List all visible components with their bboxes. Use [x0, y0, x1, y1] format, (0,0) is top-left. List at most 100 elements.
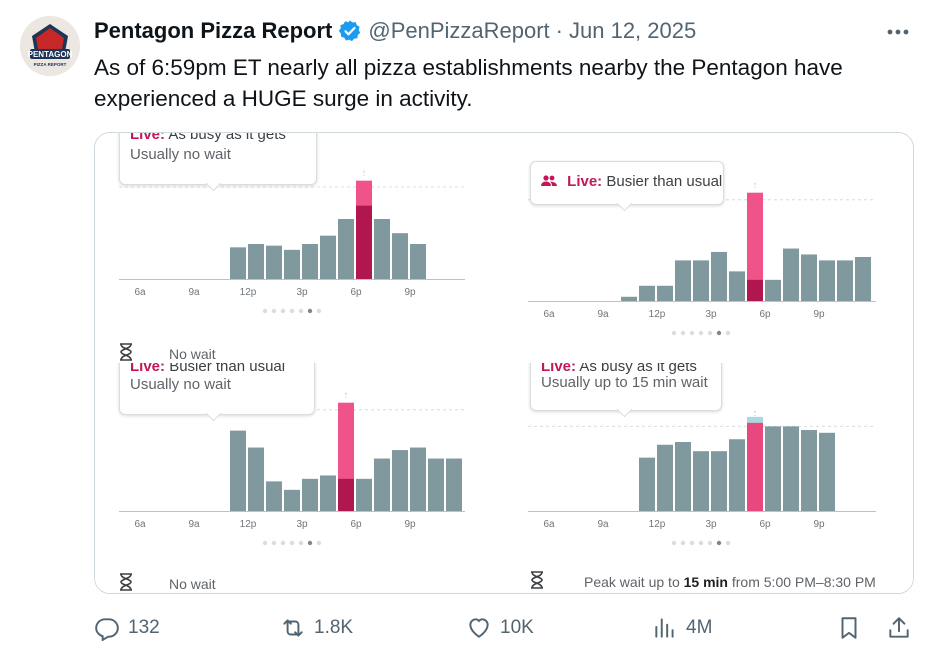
bookmark-icon: [841, 617, 857, 639]
bar: [230, 247, 246, 279]
pagination-dot: [307, 308, 313, 314]
verified-badge-icon[interactable]: [338, 19, 362, 43]
live-status: Busier than usual: [606, 173, 723, 190]
tooltip-subtext: Usually no wait: [130, 376, 231, 393]
bar: [657, 285, 673, 301]
repost-button[interactable]: 1.8K: [280, 610, 353, 646]
tweet-text: As of 6:59pm ET nearly all pizza establi…: [94, 55, 843, 111]
pagination-dot: [680, 540, 686, 546]
bar: [302, 244, 318, 279]
peak-wait-suffix: from 5:00 PM–8:30 PM: [731, 573, 876, 590]
x-tick-label: 12p: [649, 309, 666, 320]
x-tick-label: 12p: [240, 287, 257, 298]
live-tooltip: Live: Busier than usual: [530, 161, 724, 212]
bar: [446, 458, 462, 511]
reply-icon: [95, 618, 119, 641]
like-button[interactable]: 10K: [466, 610, 534, 646]
pagination-dot: [716, 330, 722, 336]
bar: [837, 260, 853, 301]
bar: [693, 260, 709, 301]
bar: [356, 478, 372, 511]
live-label: Live:: [130, 133, 166, 143]
bar: [392, 450, 408, 511]
bar: [374, 219, 390, 279]
bar: [230, 430, 246, 511]
reply-count: 132: [128, 617, 160, 638]
peak-wait-prefix: Peak wait up to: [584, 573, 680, 590]
x-tick-label: 3p: [296, 519, 308, 530]
peak-wait-duration: 15 min: [683, 573, 728, 590]
popular-times-chart: 6a 9a 12p 3p 6p 9p: [528, 410, 876, 546]
x-tick-label: 9a: [597, 309, 609, 320]
wait-text: No wait: [169, 345, 216, 362]
pagination-dot: [316, 308, 322, 314]
pagination-dot: [298, 308, 304, 314]
pagination-dot: [289, 540, 295, 546]
bar: [639, 285, 655, 301]
bar: [765, 279, 781, 301]
hourglass-icon: [530, 571, 544, 592]
pagination-dot: [698, 330, 704, 336]
pentagon-pizza-logo: PENTAGON PIZZA REPORT: [20, 16, 80, 76]
display-name[interactable]: Pentagon Pizza Report: [94, 18, 333, 43]
avatar[interactable]: PENTAGON PIZZA REPORT: [20, 16, 80, 76]
pagination-dot: [671, 330, 677, 336]
tooltip-subtext: Usually up to 15 min wait: [541, 374, 708, 391]
popular-times-panel-4[interactable]: Live: As busy as it gets Usually up to 1…: [504, 363, 913, 593]
bar: [819, 432, 835, 511]
x-tick-label: 9a: [188, 287, 200, 298]
x-tick-label: 6a: [543, 309, 555, 320]
bar: [819, 260, 835, 301]
handle[interactable]: @PenPizzaReport: [368, 18, 550, 43]
pagination-dot: [689, 540, 695, 546]
live-label: Live:: [130, 363, 166, 375]
x-tick-label: 12p: [240, 519, 257, 530]
x-tick-label: 6a: [543, 519, 555, 530]
bar: [729, 271, 745, 301]
bar: [266, 481, 282, 511]
live-label: Live:: [567, 173, 603, 190]
x-tick-label: 6p: [759, 519, 771, 530]
bar: [392, 233, 408, 279]
x-tick-label: 6a: [134, 287, 146, 298]
bar: [266, 245, 282, 279]
bar: [428, 458, 444, 511]
bar: [729, 439, 745, 511]
usual-cap: [747, 416, 763, 423]
separator: ·: [555, 18, 563, 43]
bar: [801, 430, 817, 511]
popular-times-chart: 6a 9a 12p 3p 6p 9p: [119, 392, 465, 546]
bar: [338, 219, 354, 279]
media-grid[interactable]: Live: As busy as it gets Usually no wait…: [94, 132, 914, 594]
bar: [693, 451, 709, 511]
x-tick-label: 9a: [597, 519, 609, 530]
popular-times-panel-1[interactable]: Live: As busy as it gets Usually no wait…: [95, 133, 504, 363]
popular-times-chart: 6a 9a 12p 3p 6p 9p: [528, 182, 876, 336]
reply-button[interactable]: 132: [94, 610, 160, 646]
bar: [621, 296, 637, 301]
bar: [855, 257, 871, 301]
wait-row: Peak wait up to 15 min from 5:00 PM–8:30…: [530, 571, 876, 592]
bar: [711, 251, 727, 301]
repost-count: 1.8K: [314, 617, 354, 638]
popular-times-panel-3[interactable]: Live: Busier than usual Usually no wait …: [95, 363, 504, 593]
pagination-dot: [716, 540, 722, 546]
popular-times-panel-2[interactable]: Live: Busier than usual 6a 9a 12p 3p 6p 9p: [504, 133, 913, 363]
hourglass-icon: [119, 573, 133, 593]
x-tick-label: 6p: [350, 519, 362, 530]
live-bar: [747, 192, 763, 301]
pagination-dot: [280, 540, 286, 546]
pagination-dot: [707, 330, 713, 336]
tweet-header: Pentagon Pizza Report @PenPizzaReport · …: [94, 16, 696, 46]
x-tick-label: 9p: [813, 519, 825, 530]
bookmark-button[interactable]: [836, 610, 870, 646]
post-date[interactable]: Jun 12, 2025: [569, 18, 697, 43]
wait-row: No wait: [119, 343, 216, 363]
more-options-icon[interactable]: [878, 18, 918, 46]
pagination-dot: [298, 540, 304, 546]
x-tick-label: 3p: [705, 309, 717, 320]
bar: [675, 442, 691, 511]
bar: [639, 457, 655, 511]
share-button[interactable]: [886, 610, 920, 646]
views-button[interactable]: 4M: [652, 610, 712, 646]
